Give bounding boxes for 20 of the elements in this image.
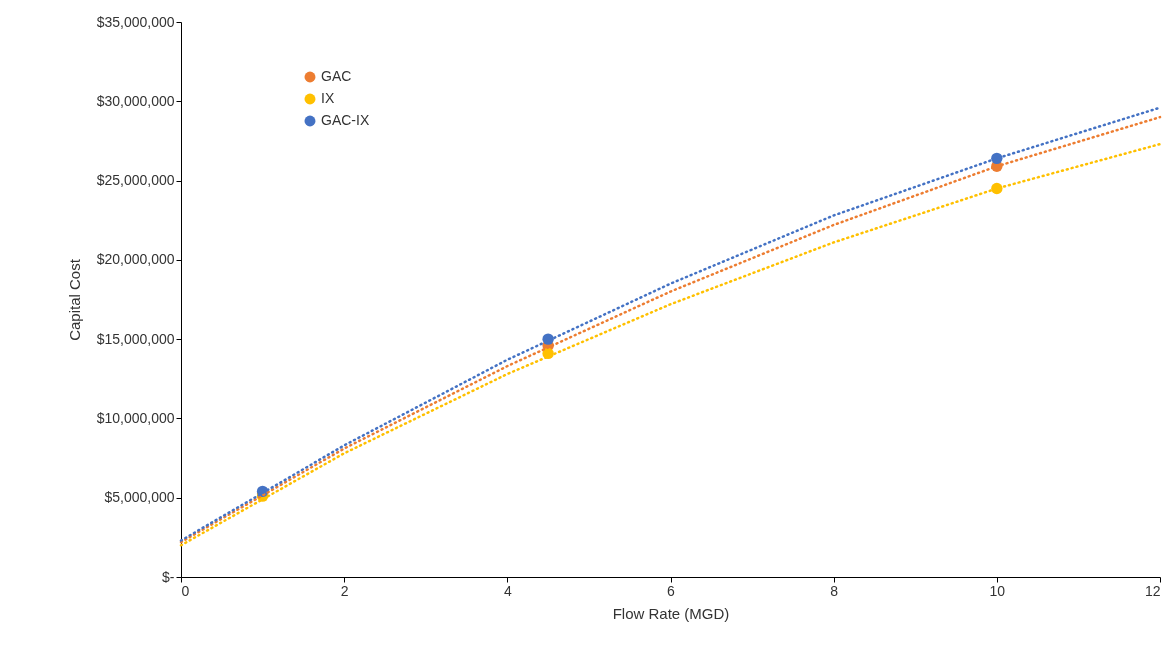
legend-label: IX xyxy=(321,90,335,106)
x-tick-label: 0 xyxy=(181,582,190,599)
x-tick-label: 6 xyxy=(667,582,676,599)
y-tick-label: $35,000,000 xyxy=(96,13,175,30)
x-tick-label: 10 xyxy=(989,582,1006,599)
y-axis-title: Capital Cost xyxy=(65,258,83,341)
y-tick-label: $25,000,000 xyxy=(96,172,175,189)
legend-label: GAC xyxy=(321,68,352,84)
x-tick-label: 4 xyxy=(503,582,512,599)
y-tick-label: $5,000,000 xyxy=(104,489,175,506)
legend-label: GAC-IX xyxy=(321,112,370,128)
x-tick-label: 12 xyxy=(1144,582,1161,599)
y-tick-label: $20,000,000 xyxy=(96,251,175,268)
y-tick-label: $30,000,000 xyxy=(96,92,175,109)
y-tick-label: $10,000,000 xyxy=(96,409,175,426)
x-axis-title: Flow Rate (MGD) xyxy=(612,604,730,622)
y-tick-label: $15,000,000 xyxy=(96,330,175,347)
x-tick-label: 8 xyxy=(830,582,839,599)
x-tick-label: 2 xyxy=(340,582,349,599)
y-tick-label: $- xyxy=(162,568,175,585)
